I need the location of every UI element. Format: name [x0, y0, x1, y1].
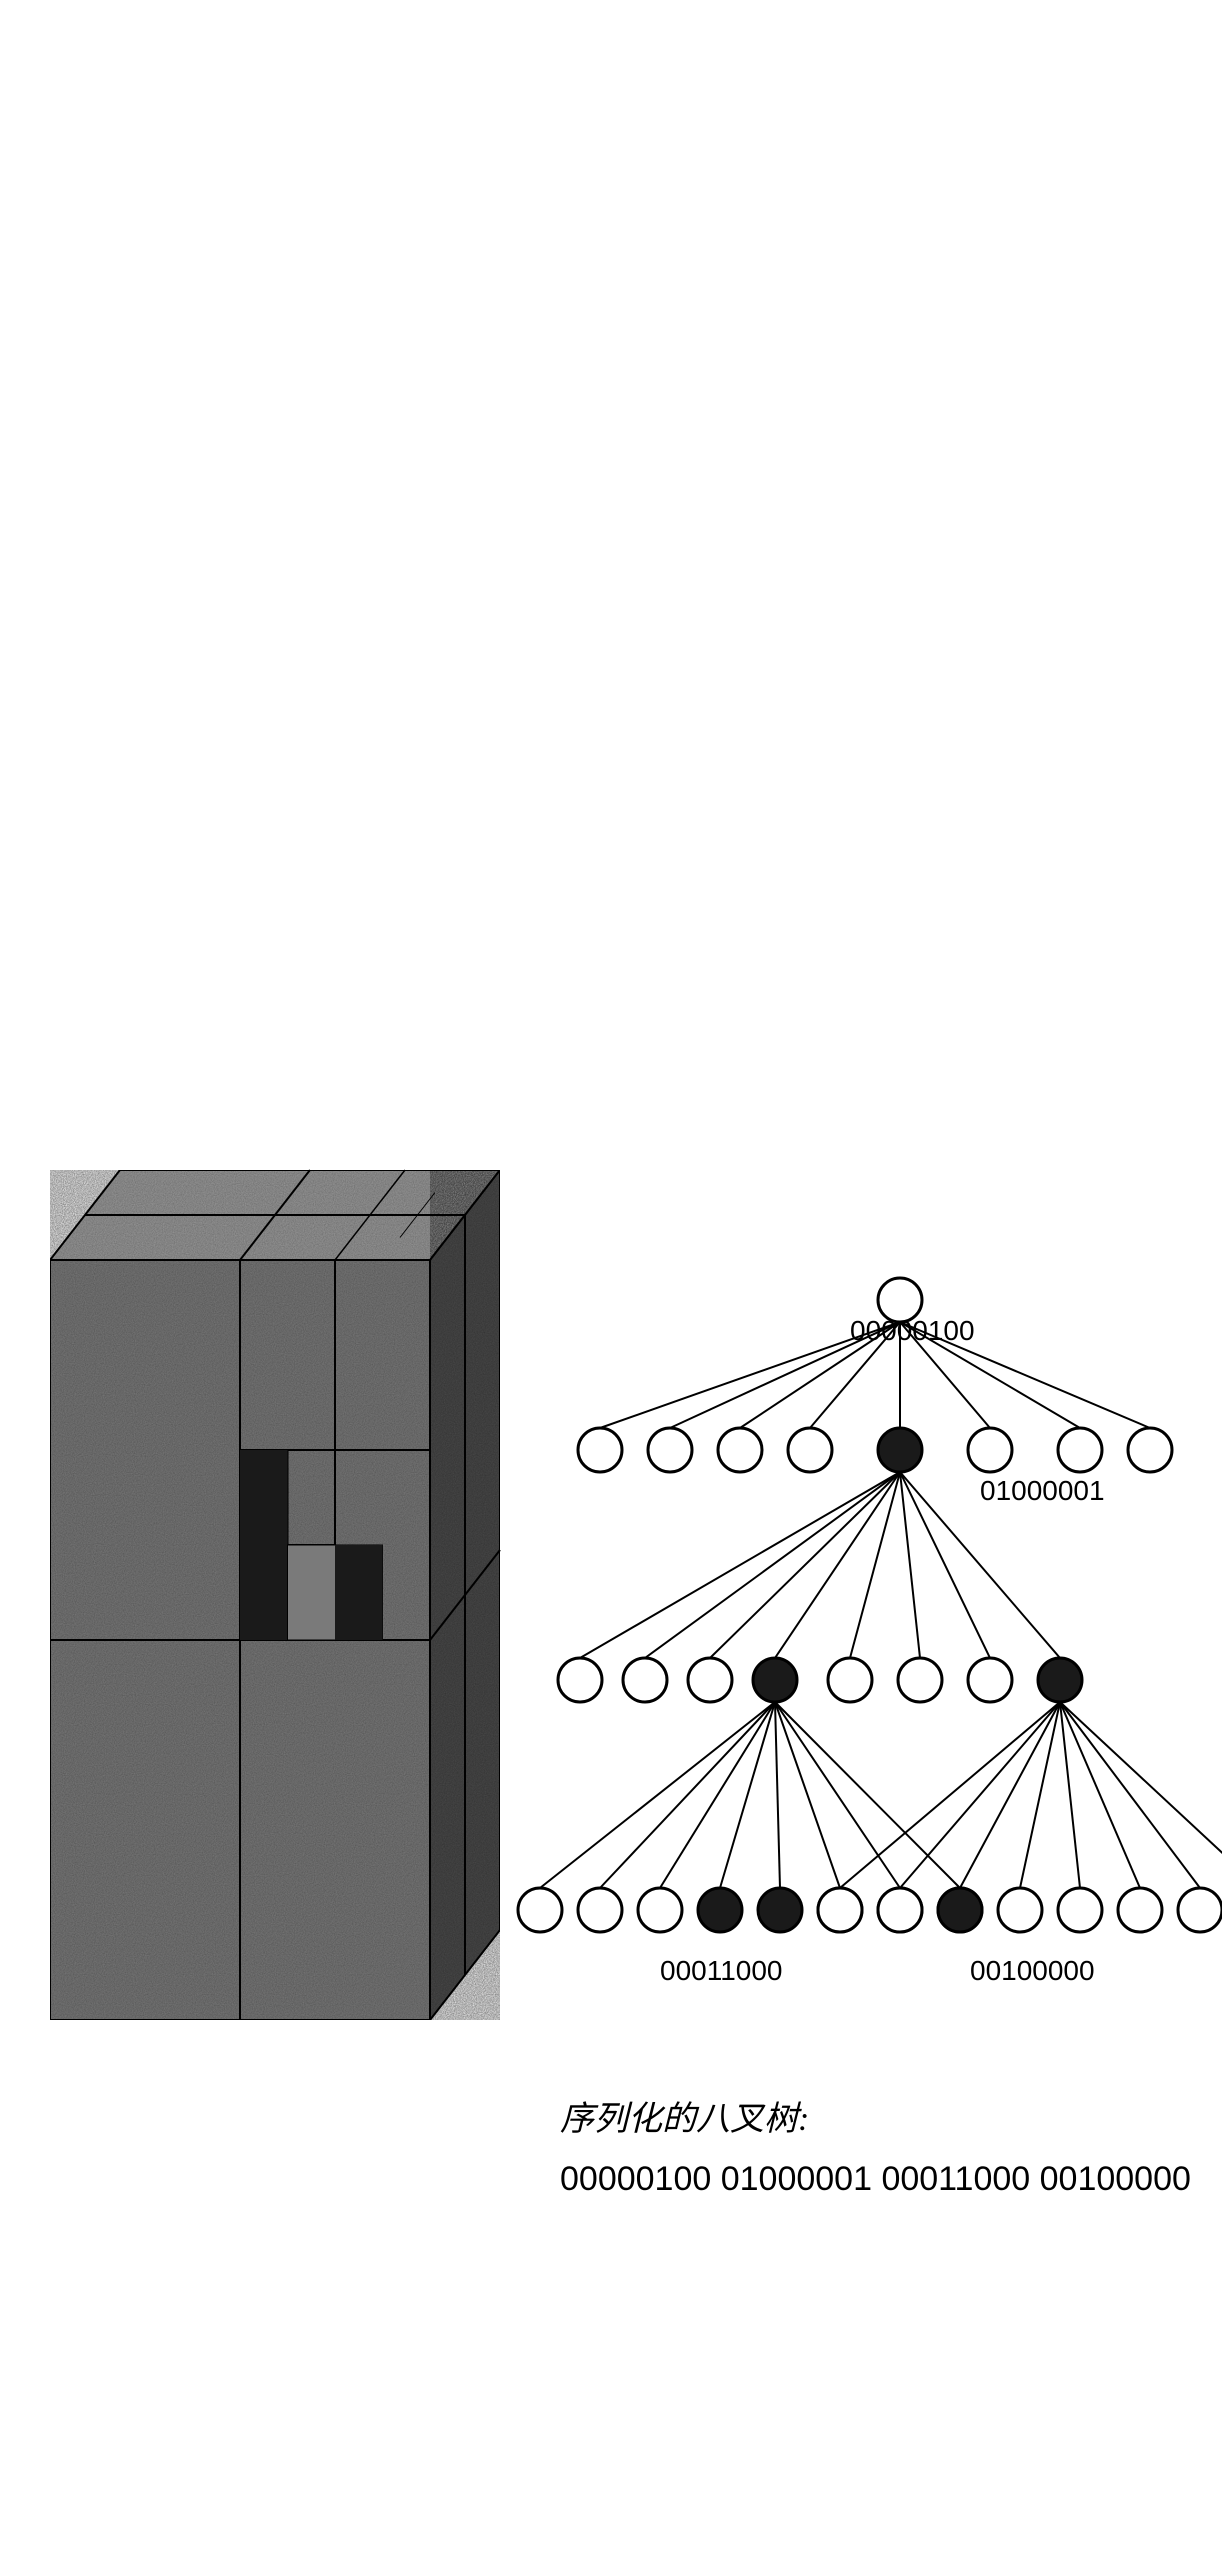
octree-tree: 00000100 01000001 00011000 00100000 [518, 1278, 1222, 1986]
octree-cube [50, 1170, 500, 2020]
svg-text:01000001: 01000001 [980, 1475, 1105, 1506]
serialized-text: 序列化的八叉树: 00000100 01000001 00011000 00100… [560, 2101, 1191, 2198]
svg-text:00011000: 00011000 [660, 1955, 783, 1986]
serialized-bits: 00000100 01000001 00011000 00100000 [560, 2160, 1191, 2198]
serialized-title: 序列化的八叉树: [560, 2101, 809, 2138]
svg-text:00100000: 00100000 [970, 1955, 1095, 1986]
svg-text:00000100: 00000100 [850, 1315, 975, 1346]
diagram-canvas: 00000100 01000001 00011000 00100000 序列化的八叉树… [0, 0, 1222, 2555]
